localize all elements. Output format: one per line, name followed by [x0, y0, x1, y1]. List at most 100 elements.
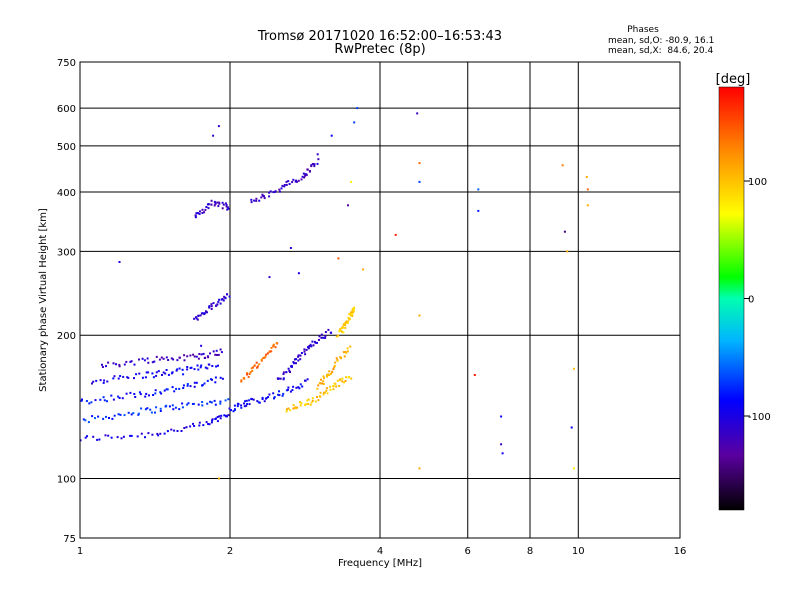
data-point — [211, 418, 214, 421]
data-point — [182, 384, 185, 387]
data-point — [328, 370, 331, 373]
data-point — [206, 367, 209, 370]
data-point — [219, 402, 222, 405]
data-point — [192, 402, 195, 405]
data-point — [301, 175, 304, 178]
x-tick-label: 1 — [77, 546, 83, 557]
data-point — [198, 424, 201, 427]
data-point — [343, 381, 346, 384]
data-point — [196, 364, 199, 367]
data-point — [339, 329, 342, 332]
grid-lines — [79, 61, 681, 539]
data-point — [198, 353, 201, 355]
data-point — [251, 398, 254, 401]
data-point — [341, 330, 343, 333]
data-point — [300, 178, 303, 181]
data-point — [339, 328, 342, 331]
data-point — [181, 368, 184, 371]
data-point — [165, 369, 168, 371]
data-point — [293, 362, 295, 365]
data-point — [189, 425, 192, 428]
data-point — [289, 390, 292, 393]
data-point — [351, 307, 354, 310]
data-point — [274, 190, 277, 193]
x-axis-label: Frequency [MHz] — [338, 558, 422, 569]
data-point — [314, 400, 317, 403]
data-point — [80, 399, 83, 402]
data-point — [255, 199, 258, 202]
data-point — [210, 305, 213, 308]
data-point — [322, 375, 325, 378]
data-point — [144, 376, 147, 379]
data-point — [105, 415, 107, 418]
data-point — [217, 364, 219, 367]
data-point — [99, 379, 102, 382]
data-point — [94, 399, 97, 402]
data-point — [125, 360, 128, 363]
data-point — [118, 261, 121, 263]
data-point — [331, 370, 334, 373]
data-point — [208, 363, 211, 366]
data-point — [200, 344, 203, 347]
y-tick-label: 750 — [57, 58, 76, 69]
data-point — [348, 318, 351, 321]
data-point — [163, 432, 166, 435]
data-point — [174, 406, 177, 409]
chart-subtitle: RwPretec (8p) — [334, 42, 425, 57]
data-point — [332, 385, 335, 388]
y-tick-label: 500 — [57, 142, 76, 153]
data-point — [261, 396, 264, 399]
data-point — [341, 325, 344, 328]
data-point — [185, 426, 188, 429]
data-point — [222, 203, 225, 206]
data-point — [87, 421, 90, 424]
data-point — [203, 312, 206, 315]
data-point — [253, 199, 256, 202]
data-point — [246, 372, 248, 375]
data-point — [270, 350, 273, 353]
data-point — [210, 421, 213, 424]
colorbar-label: [deg] — [716, 72, 751, 87]
data-point — [223, 295, 226, 298]
data-point — [208, 305, 211, 308]
data-point — [101, 366, 104, 368]
data-point — [134, 396, 137, 398]
data-point — [107, 361, 110, 364]
data-point — [320, 378, 322, 381]
data-point — [473, 374, 476, 376]
data-point — [336, 379, 339, 382]
data-point — [205, 310, 207, 313]
data-point — [217, 300, 220, 303]
data-point — [323, 377, 325, 380]
data-point — [132, 412, 135, 415]
data-point — [117, 395, 120, 398]
data-point — [280, 187, 283, 190]
data-point — [248, 372, 251, 375]
chart-title: Tromsø 20171020 16:52:00–16:53:43 — [257, 29, 502, 44]
data-point — [276, 377, 279, 380]
data-point — [342, 331, 345, 334]
data-point — [324, 337, 327, 339]
data-point — [329, 372, 332, 375]
data-point — [201, 384, 204, 387]
data-point — [310, 401, 313, 404]
data-point — [327, 373, 330, 376]
data-point — [309, 343, 312, 346]
data-point — [173, 390, 176, 393]
data-point — [314, 341, 317, 344]
data-point — [228, 407, 231, 410]
data-point — [99, 398, 102, 401]
data-point — [333, 364, 336, 367]
data-point — [325, 389, 328, 392]
data-point — [160, 356, 163, 359]
data-point — [341, 380, 344, 383]
data-point — [339, 379, 342, 382]
data-point — [198, 213, 201, 215]
data-point — [165, 356, 168, 359]
data-point — [152, 394, 155, 396]
data-point — [207, 423, 210, 425]
data-point — [299, 358, 302, 361]
y-tick-label: 600 — [57, 104, 76, 115]
data-point — [186, 383, 189, 385]
